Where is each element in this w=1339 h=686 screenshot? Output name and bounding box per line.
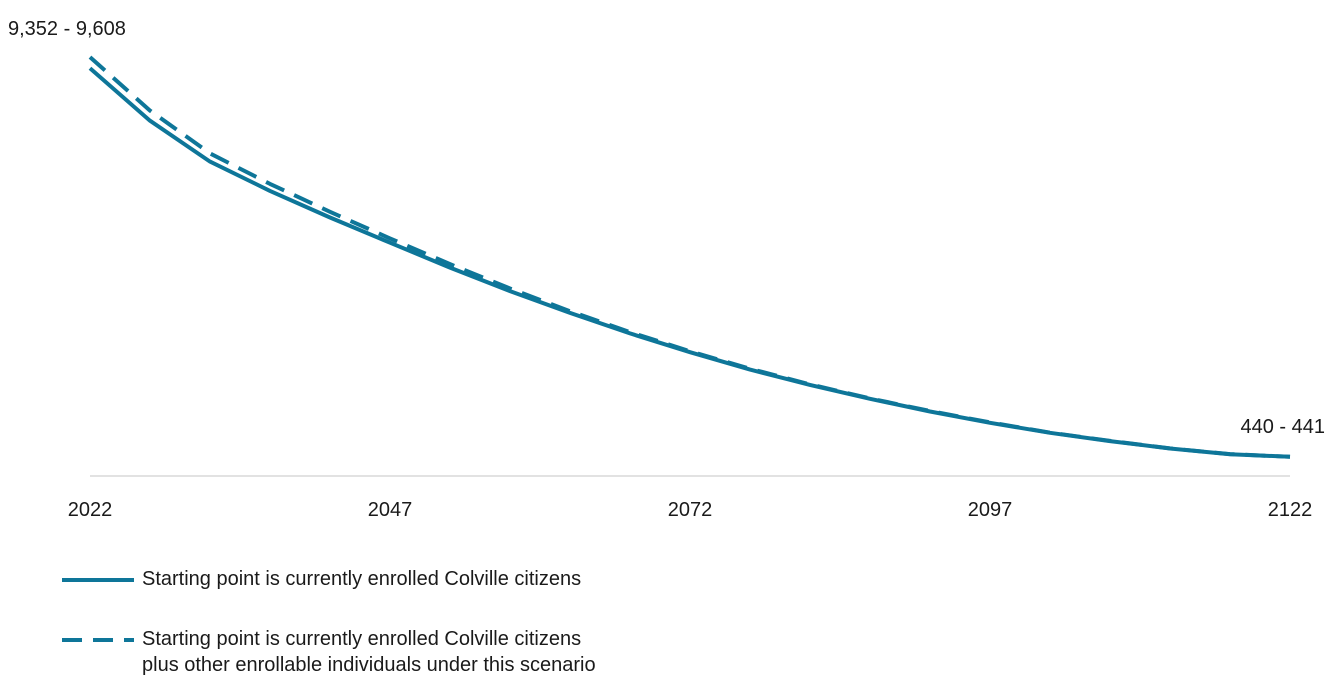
series-layer [88, 55, 1291, 459]
solid-line-swatch [62, 578, 134, 582]
x-tick-label: 2072 [668, 499, 713, 521]
end-range-annotation: 440 - 441 [1240, 416, 1325, 438]
start-range-annotation: 9,352 - 9,608 [8, 18, 126, 40]
x-tick-label: 2022 [68, 499, 113, 521]
x-tick-label: 2047 [368, 499, 413, 521]
series-line-dashed [88, 55, 1291, 459]
x-tick-labels: 2022 2047 2072 2097 2122 [68, 499, 1313, 521]
x-tick-label: 2097 [968, 499, 1013, 521]
series-line-solid [88, 66, 1291, 459]
legend-label-dashed: Starting point is currently enrolled Col… [142, 626, 596, 678]
dashed-line-swatch [62, 638, 134, 642]
legend-label-solid: Starting point is currently enrolled Col… [142, 568, 582, 590]
x-tick-label: 2122 [1268, 499, 1313, 521]
legend-label-dashed-line1: Starting point is currently enrolled Col… [142, 628, 582, 650]
legend-label-dashed-line2: plus other enrollable individuals under … [142, 654, 596, 676]
